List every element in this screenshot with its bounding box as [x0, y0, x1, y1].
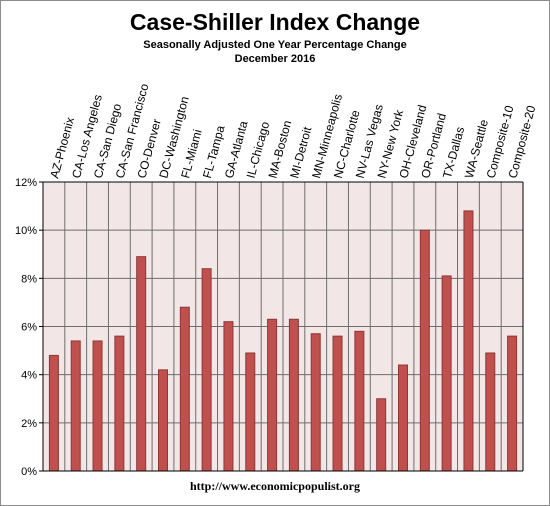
bar-az-phoenix — [48, 354, 59, 472]
y-tick-label: 2% — [21, 418, 37, 430]
bar-il-chicago — [245, 352, 256, 472]
bar-ny-new-york — [376, 398, 387, 472]
bar-fl-tampa — [201, 268, 212, 472]
y-tick-label: 6% — [21, 322, 37, 334]
chart-date: December 2016 — [234, 53, 316, 65]
y-tick-label: 0% — [21, 466, 37, 478]
bar-fl-miami — [179, 306, 190, 472]
bar-composite-10 — [485, 352, 496, 472]
bar-oh-cleveland — [398, 364, 408, 472]
bar-ca-san-diego — [92, 340, 103, 472]
y-tick-label: 4% — [21, 370, 37, 382]
bar-ca-san-francisco — [114, 335, 125, 472]
y-tick-label: 12% — [15, 177, 37, 189]
y-tick-label: 10% — [15, 225, 37, 237]
bar-ma-boston — [267, 318, 278, 472]
chart-subtitle: Seasonally Adjusted One Year Percentage … — [143, 39, 407, 51]
bar-mi-detroit — [288, 318, 299, 472]
bar-or-portland — [419, 229, 430, 472]
bar-tx-dallas — [441, 275, 452, 472]
chart-title: Case-Shiller Index Change — [129, 9, 421, 35]
bar-wa-seattle — [463, 210, 474, 472]
source-url: http://www.economicpopulist.org — [189, 479, 360, 493]
bar-dc-washington — [158, 369, 168, 472]
bar-nc-charlotte — [332, 335, 343, 472]
bar-composite-20 — [507, 335, 518, 472]
bar-mn-minneapolis — [310, 333, 321, 472]
bar-co-denver — [136, 256, 147, 472]
y-tick-label: 8% — [21, 273, 37, 285]
bar-ca-los-angeles — [70, 340, 81, 472]
bar-nv-las-vegas — [354, 330, 365, 472]
bar-ga-atlanta — [223, 321, 234, 472]
